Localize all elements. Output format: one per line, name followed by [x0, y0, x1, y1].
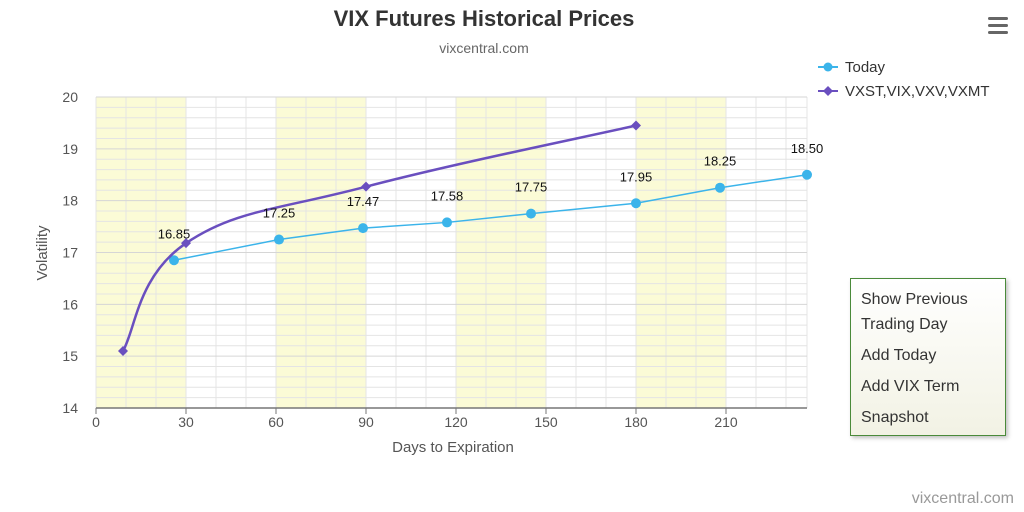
- menu-item-snapshot[interactable]: Snapshot: [861, 409, 929, 426]
- series-layer: [118, 120, 812, 356]
- data-point-term: [118, 345, 128, 356]
- chart-title: VIX Futures Historical Prices: [334, 6, 635, 31]
- y-tick-label: 17: [62, 245, 78, 261]
- data-label-today: 17.95: [620, 169, 653, 184]
- data-label-today: 17.58: [431, 188, 464, 203]
- x-tick-label: 30: [178, 414, 194, 430]
- data-point-today: [526, 208, 536, 219]
- legend-label-term: VXST,VIX,VXV,VXMT: [845, 83, 990, 100]
- menu-item-add-today[interactable]: Add Today: [861, 347, 937, 364]
- x-tick-label: 0: [92, 414, 100, 430]
- data-point-today: [715, 182, 725, 193]
- y-axis-title: Volatility: [34, 225, 51, 281]
- legend-marker-term: [823, 86, 833, 96]
- y-tick-label: 18: [62, 193, 78, 209]
- series-line-term: [121, 124, 637, 352]
- data-point-today: [442, 217, 452, 228]
- data-point-term: [361, 181, 371, 192]
- data-label-today: 18.50: [791, 141, 824, 156]
- x-tick-label: 210: [714, 414, 738, 430]
- data-label-today: 18.25: [704, 154, 737, 169]
- x-tick-label: 180: [624, 414, 648, 430]
- data-point-today: [631, 198, 641, 209]
- data-point-today: [169, 255, 179, 266]
- legend-label-today: Today: [845, 59, 886, 76]
- data-point-today: [802, 169, 812, 180]
- data-label-today: 16.85: [158, 226, 191, 241]
- data-point-term: [181, 238, 191, 249]
- y-tick-label: 14: [62, 400, 78, 416]
- data-point-today: [274, 234, 284, 245]
- x-tick-label: 90: [358, 414, 374, 430]
- y-tick-label: 16: [62, 296, 78, 312]
- x-tick-label: 120: [444, 414, 468, 430]
- legend-marker-today: [823, 62, 833, 72]
- x-axis-title: Days to Expiration: [392, 439, 514, 456]
- data-labels: 16.85 17.25 17.47 17.58 17.75 17.95 18.25 18.50: [158, 141, 824, 242]
- data-label-today: 17.25: [263, 206, 296, 221]
- credit-link[interactable]: vixcentral.com: [912, 490, 1014, 507]
- chart-subtitle: vixcentral.com: [439, 40, 528, 56]
- data-label-today: 17.75: [515, 180, 548, 195]
- axes: 0 30 60 90 120 150 180 210 14 15 16 17 18 19 20: [62, 89, 807, 430]
- data-point-term: [631, 120, 641, 131]
- x-tick-label: 150: [534, 414, 558, 430]
- hamburger-icon[interactable]: [984, 13, 1014, 39]
- series-line-today: [173, 174, 808, 262]
- menu-item-add-vix-term[interactable]: Add VIX Term: [861, 378, 960, 395]
- legend: Today VXST,VIX,VXV,VXMT: [818, 59, 990, 100]
- data-point-today: [358, 223, 368, 234]
- x-tick-label: 60: [268, 414, 284, 430]
- context-menu: Show Previous Trading Day Add Today Add …: [850, 278, 1006, 436]
- data-label-today: 17.47: [347, 194, 380, 209]
- menu-item-show-previous-day[interactable]: Show Previous Trading Day: [861, 291, 968, 333]
- legend-item-today[interactable]: Today: [818, 59, 886, 76]
- y-tick-label: 19: [62, 141, 78, 157]
- legend-item-term[interactable]: VXST,VIX,VXV,VXMT: [818, 83, 990, 100]
- y-tick-label: 15: [62, 348, 78, 364]
- y-tick-label: 20: [62, 89, 78, 105]
